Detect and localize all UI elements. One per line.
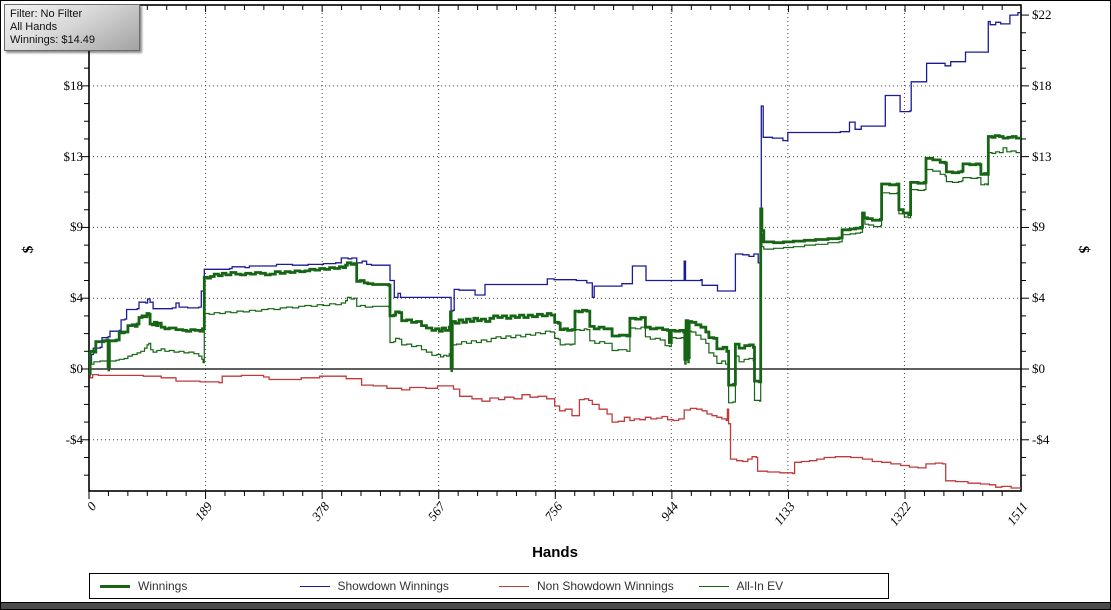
y-tick-label-left: $18 bbox=[63, 77, 84, 93]
y-tick-label-left: -$4 bbox=[65, 431, 83, 447]
y-tick-label-left: $4 bbox=[70, 290, 83, 306]
legend-item-showdown-winnings: Showdown Winnings bbox=[290, 579, 490, 593]
y-axis-title-right: $ bbox=[1075, 245, 1092, 254]
showdown-winnings-line-sample bbox=[299, 585, 330, 587]
filter-winnings-line: Winnings: $14.49 bbox=[10, 34, 95, 46]
y-tick-label-left: $0 bbox=[70, 361, 83, 376]
legend-item-all-in-ev: All-In EV bbox=[689, 579, 889, 593]
y-axis-title-left: $ bbox=[20, 245, 37, 254]
y-tick-label-left: $13 bbox=[63, 148, 84, 164]
y-tick-label-right: $18 bbox=[1032, 77, 1052, 93]
x-axis-title: Hands bbox=[532, 544, 578, 561]
non-showdown-winnings-line-sample bbox=[499, 585, 529, 587]
legend-label: Non Showdown Winnings bbox=[537, 579, 674, 593]
y-tick-label-right: $4 bbox=[1032, 290, 1045, 306]
legend-label: Winnings bbox=[138, 579, 188, 593]
window-bottom-edge bbox=[1, 602, 1110, 609]
y-tick-label-right: $22 bbox=[1032, 7, 1052, 23]
y-tick-label-right: -$4 bbox=[1032, 431, 1050, 447]
winnings-line-sample bbox=[100, 584, 130, 588]
legend-item-winnings: Winnings bbox=[90, 579, 290, 593]
y-tick-label-left: $9 bbox=[70, 219, 83, 235]
filter-hands-line: All Hands bbox=[10, 21, 58, 33]
legend-item-non-showdown-winnings: Non Showdown Winnings bbox=[489, 579, 689, 593]
chart-legend: Winnings Showdown Winnings Non Showdown … bbox=[89, 573, 889, 599]
y-tick-label-right: $9 bbox=[1032, 219, 1045, 235]
y-tick-label-right: $0 bbox=[1032, 361, 1045, 376]
y-tick-label-right: $13 bbox=[1032, 148, 1052, 164]
all-in-ev-line-sample bbox=[698, 585, 729, 587]
legend-label: Showdown Winnings bbox=[337, 579, 449, 593]
filter-line: Filter: No Filter bbox=[10, 8, 83, 20]
filter-info-box: Filter: No Filter All Hands Winnings: $1… bbox=[4, 4, 140, 51]
legend-label: All-In EV bbox=[736, 579, 784, 593]
